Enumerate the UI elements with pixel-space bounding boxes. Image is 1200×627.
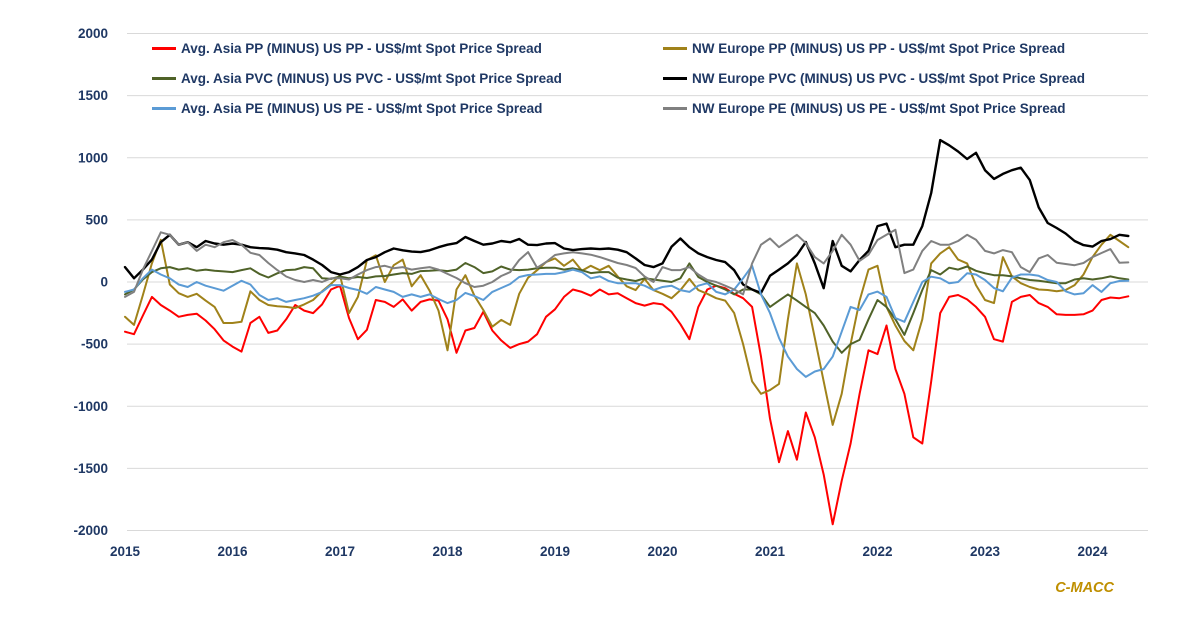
series-line-3 [123,138,1130,295]
y-tick-label: -1500 [73,461,108,476]
chart-legend: Avg. Asia PP (MINUS) US PP - US$/mt Spot… [152,33,1085,123]
y-tick-label: -2000 [73,523,108,538]
series-line-4 [124,264,1130,378]
legend-item-nweu-pp: NW Europe PP (MINUS) US PP - US$/mt Spot… [663,41,1085,56]
legend-label-asia-pp: Avg. Asia PP (MINUS) US PP - US$/mt Spot… [181,40,542,56]
legend-item-nweu-pe: NW Europe PE (MINUS) US PE - US$/mt Spot… [663,101,1085,116]
x-tick-label: 2020 [647,544,677,559]
legend-item-nweu-pvc: NW Europe PVC (MINUS) US PVC - US$/mt Sp… [663,71,1085,86]
legend-item-asia-pp: Avg. Asia PP (MINUS) US PP - US$/mt Spot… [152,41,663,56]
x-tick-label: 2022 [862,544,892,559]
legend-swatch-asia-pp [152,46,176,50]
y-tick-label: -1000 [73,399,108,414]
legend-item-asia-pe: Avg. Asia PE (MINUS) US PE - US$/mt Spot… [152,101,663,116]
series-line-0 [124,284,1130,526]
legend-label-nweu-pp: NW Europe PP (MINUS) US PP - US$/mt Spot… [692,40,1066,56]
series-line-1 [124,233,1130,426]
y-tick-label: 0 [100,275,108,290]
legend-item-asia-pvc: Avg. Asia PVC (MINUS) US PVC - US$/mt Sp… [152,71,663,86]
x-tick-label: 2018 [432,544,463,559]
y-tick-label: 1500 [78,88,108,103]
legend-swatch-nweu-pe [663,106,687,110]
legend-swatch-asia-pvc [152,76,176,80]
series-line-5 [124,228,1130,298]
y-tick-label: -500 [81,337,108,352]
legend-swatch-asia-pe [152,106,176,110]
y-tick-label: 500 [85,212,108,227]
y-tick-label: 2000 [78,26,108,41]
y-tick-label: 1000 [78,150,108,165]
legend-label-nweu-pe: NW Europe PE (MINUS) US PE - US$/mt Spot… [692,100,1066,116]
legend-label-nweu-pvc: NW Europe PVC (MINUS) US PVC - US$/mt Sp… [692,70,1086,86]
legend-swatch-nweu-pvc [663,76,687,80]
legend-label-asia-pe: Avg. Asia PE (MINUS) US PE - US$/mt Spot… [181,100,543,116]
watermark: C-MACC [1055,580,1114,596]
series-line-2 [124,262,1130,354]
x-tick-label: 2016 [217,544,248,559]
x-tick-label: 2019 [540,544,570,559]
x-tick-label: 2023 [970,544,1001,559]
x-tick-label: 2021 [755,544,786,559]
x-tick-label: 2017 [325,544,355,559]
legend-label-asia-pvc: Avg. Asia PVC (MINUS) US PVC - US$/mt Sp… [181,70,562,86]
x-tick-label: 2015 [110,544,141,559]
x-tick-label: 2024 [1077,544,1108,559]
legend-swatch-nweu-pp [663,46,687,50]
